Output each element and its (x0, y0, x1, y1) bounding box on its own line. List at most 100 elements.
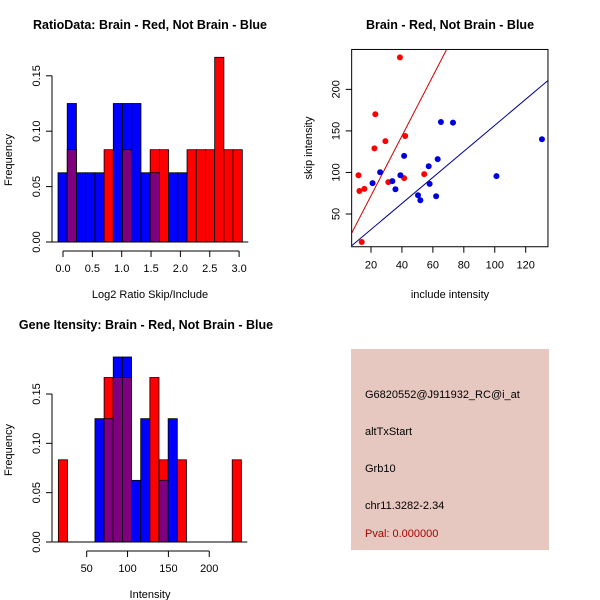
data-point (382, 138, 389, 145)
event-type: altTxStart (365, 426, 412, 438)
data-point (437, 119, 444, 126)
x-tick-label: 2.0 (173, 263, 188, 275)
data-point (402, 132, 409, 139)
y-tick-label: 0.10 (31, 433, 43, 454)
plot-box (351, 48, 549, 248)
bar-overlap (66, 149, 77, 243)
y-tick-label: 50 (331, 208, 343, 220)
bar-brain (149, 377, 160, 543)
scatter-title: Brain - Red, Not Brain - Blue (366, 18, 534, 32)
y-tick-label: 100 (331, 163, 343, 181)
data-point (426, 180, 433, 187)
bar-not-brain (131, 103, 142, 243)
x-tick-label: 80 (458, 260, 470, 272)
x-tick-label: 40 (396, 260, 408, 272)
x-tick-label: 3.0 (231, 263, 246, 275)
data-point (449, 119, 456, 126)
gene-name: Grb10 (365, 463, 396, 475)
data-point (392, 186, 399, 193)
gene-histogram-ylabel: Frequency (3, 424, 15, 476)
x-tick-label: 200 (200, 563, 218, 575)
ratio-histogram-xlabel: Log2 Ratio Skip/Include (92, 289, 208, 301)
bar-not-brain (131, 479, 142, 543)
bar-not-brain (140, 418, 151, 543)
data-point (425, 163, 432, 170)
x-tick-label: 120 (517, 260, 535, 272)
bar-overlap (112, 377, 123, 543)
bar-brain (223, 149, 234, 243)
y-tick-label: 200 (331, 80, 343, 98)
x-tick-label: 60 (427, 260, 439, 272)
scatter-plot-area (351, 49, 548, 247)
bar-brain (103, 149, 114, 243)
bar-brain (214, 56, 225, 243)
y-tick-label: 0.15 (31, 383, 43, 404)
data-point (415, 192, 422, 199)
x-tick-label: 0.5 (85, 263, 100, 275)
x-tick-label: 50 (81, 563, 93, 575)
regression-line (351, 80, 548, 247)
probe-id: G6820552@J911932_RC@i_at (365, 389, 520, 401)
bar-overlap (122, 377, 132, 543)
bar-not-brain (94, 418, 105, 543)
scatter-ylabel: skip intensity (303, 116, 315, 179)
bar-not-brain (57, 172, 68, 243)
data-point (369, 180, 376, 187)
bar-not-brain (94, 172, 105, 243)
x-tick-label: 100 (486, 260, 504, 272)
bar-overlap (103, 418, 114, 543)
y-tick-label: 0.05 (31, 482, 43, 503)
data-point (389, 178, 396, 185)
data-point (417, 197, 424, 204)
regression-line (351, 49, 448, 234)
ratio-histogram-ylabel: Frequency (3, 134, 15, 186)
ratio-histogram: RatioData: Brain - Red, Not Brain - Blue… (3, 18, 267, 301)
data-point (355, 172, 362, 179)
bar-not-brain (168, 172, 179, 243)
y-tick-label: 0.00 (31, 231, 43, 252)
x-tick-label: 1.5 (143, 263, 158, 275)
bar-brain (205, 149, 216, 243)
p-value: Pval: 0.000000 (365, 528, 438, 540)
data-point (377, 169, 384, 176)
bar-not-brain (167, 418, 178, 543)
bar-not-brain (85, 172, 96, 243)
gene-intensity-histogram: Gene Itensity: Brain - Red, Not Brain - … (3, 318, 273, 600)
bar-brain (57, 459, 68, 543)
data-point (421, 171, 428, 178)
bar-brain (232, 149, 243, 243)
gene-histogram-title: Gene Itensity: Brain - Red, Not Brain - … (19, 318, 273, 332)
bar-not-brain (76, 172, 87, 243)
x-tick-label: 100 (118, 563, 136, 575)
bar-not-brain (112, 103, 123, 243)
x-tick-label: 2.5 (202, 263, 217, 275)
bar-overlap (122, 149, 133, 243)
data-point (433, 193, 440, 200)
info-panel-background (351, 349, 549, 550)
scatter-xlabel: include intensity (411, 289, 490, 301)
info-panel: G6820552@J911932_RC@i_at altTxStart Grb1… (351, 349, 549, 550)
bar-not-brain (177, 172, 188, 243)
y-tick-label: 150 (331, 122, 343, 140)
intensity-scatter: Brain - Red, Not Brain - Blue include in… (303, 18, 549, 301)
data-point (538, 136, 545, 143)
bar-overlap (158, 479, 169, 543)
y-tick-label: 0.00 (31, 531, 43, 552)
data-point (371, 145, 378, 152)
ratio-histogram-title: RatioData: Brain - Red, Not Brain - Blue (33, 18, 267, 32)
data-point (356, 187, 363, 194)
x-tick-label: 20 (365, 260, 377, 272)
data-point (361, 185, 368, 192)
gene-histogram-xlabel: Intensity (130, 589, 171, 600)
bar-brain (195, 149, 206, 243)
x-tick-label: 1.0 (114, 263, 129, 275)
bar-overlap (149, 172, 160, 243)
data-point (401, 152, 408, 159)
bar-not-brain (140, 172, 151, 243)
chromosome-location: chr11.3282-2.34 (365, 500, 444, 512)
y-tick-label: 0.05 (31, 176, 43, 197)
bar-brain (231, 459, 242, 543)
y-tick-label: 0.10 (31, 120, 43, 141)
bar-brain (158, 149, 170, 243)
